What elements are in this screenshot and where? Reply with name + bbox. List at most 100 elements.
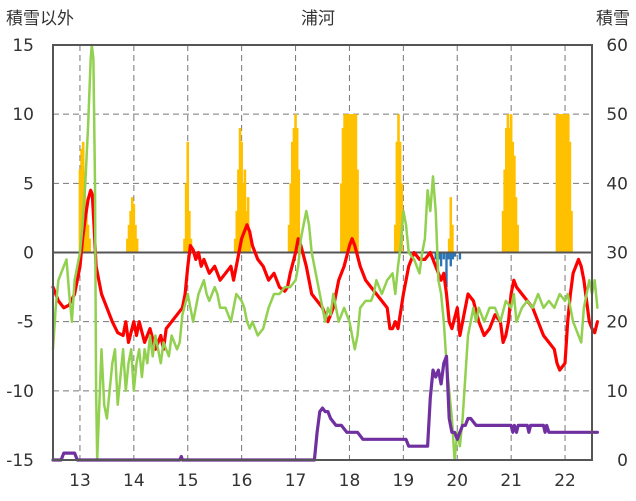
left-tick-label: 10 — [12, 105, 34, 125]
right-tick-label: 10 — [606, 382, 628, 402]
snow-bar — [348, 114, 351, 253]
snow-bar — [235, 211, 239, 253]
series-line-3 — [51, 354, 599, 462]
rain-bar — [442, 252, 445, 260]
snow-bar — [516, 224, 519, 253]
snow-bar — [243, 169, 247, 253]
snow-bar — [291, 141, 294, 253]
snow-bar — [349, 114, 353, 253]
snow-bar — [511, 141, 515, 253]
left-tick-label: 0 — [23, 244, 34, 264]
right-tick-label: 60 — [606, 36, 628, 56]
rain-bar — [439, 252, 443, 267]
snow-bar — [78, 169, 82, 253]
snow-bar — [514, 197, 518, 253]
snow-bar — [393, 224, 397, 253]
snow-bar — [398, 141, 402, 253]
snow-bar — [504, 128, 508, 253]
snow-bar — [130, 197, 134, 253]
snow-bar — [134, 224, 137, 253]
snow-bar — [395, 141, 399, 253]
snow-bar — [88, 238, 91, 253]
snow-bar — [287, 224, 291, 253]
x-tick-label: 15 — [177, 471, 199, 491]
snow-bar — [186, 141, 190, 253]
rain-bar — [434, 252, 437, 260]
snow-bar — [127, 224, 131, 253]
left-axis-label: 積雪以外 — [6, 9, 74, 29]
snow-bar — [294, 114, 297, 253]
snow-bar — [80, 148, 83, 253]
snow-bar — [447, 238, 451, 253]
series-line-1 — [51, 188, 599, 372]
snow-bar — [397, 114, 400, 253]
chart-title: 浦河 — [301, 9, 335, 29]
snow-bar — [340, 183, 343, 253]
snow-bar — [354, 114, 358, 253]
left-tick-label: 5 — [23, 174, 34, 194]
x-tick-label: 20 — [446, 471, 468, 491]
snow-bar — [344, 114, 348, 253]
snow-bar — [501, 211, 505, 253]
snow-bar — [509, 114, 513, 253]
snow-bar — [245, 211, 248, 253]
right-tick-label: 30 — [606, 244, 628, 264]
snow-bar — [188, 211, 191, 253]
snow-bar — [555, 114, 559, 253]
snow-bar — [563, 114, 567, 253]
x-tick-label: 14 — [123, 471, 145, 491]
snow-bar — [85, 211, 88, 253]
snow-bar — [503, 169, 506, 253]
rain-bar — [458, 252, 462, 260]
right-tick-label: 20 — [606, 313, 628, 333]
x-tick-label: 22 — [554, 471, 576, 491]
snow-bar — [343, 114, 346, 253]
snow-bar — [184, 183, 188, 253]
left-tick-label: -10 — [6, 382, 34, 402]
snow-bar — [289, 183, 292, 253]
snow-bar — [570, 211, 573, 253]
snow-bar — [558, 114, 562, 253]
snow-bar — [86, 224, 90, 253]
snow-bar — [508, 128, 511, 253]
rain-bar — [449, 252, 452, 267]
x-tick-label: 21 — [500, 471, 522, 491]
snow-bar — [135, 238, 139, 253]
rain-bar — [451, 252, 455, 260]
right-tick-label: 0 — [617, 451, 628, 471]
snow-bar — [126, 238, 129, 253]
rain-bar — [445, 252, 448, 288]
snow-bar — [233, 238, 237, 253]
rain-bar — [453, 252, 457, 257]
snow-bar — [297, 169, 301, 253]
left-tick-label: -5 — [17, 313, 34, 333]
snow-bar — [560, 114, 564, 253]
rain-bar — [447, 252, 450, 260]
x-tick-label: 17 — [285, 471, 307, 491]
x-tick-label: 19 — [393, 471, 415, 491]
right-tick-label: 50 — [606, 105, 628, 125]
snow-bar — [557, 114, 560, 253]
snow-bar — [241, 183, 245, 253]
snow-bar — [240, 141, 243, 253]
snow-bar — [248, 238, 252, 253]
snow-bar — [238, 128, 242, 253]
x-tick-label: 13 — [69, 471, 91, 491]
snow-bar — [292, 128, 296, 253]
x-tick-label: 18 — [339, 471, 361, 491]
snow-bar — [351, 114, 354, 253]
snow-bar — [356, 169, 359, 253]
snow-bar — [449, 197, 453, 253]
snow-bar — [129, 211, 132, 253]
left-tick-label: -15 — [6, 451, 34, 471]
snow-bar — [568, 141, 572, 253]
x-tick-label: 16 — [231, 471, 253, 491]
snow-bar — [565, 114, 568, 253]
snow-bar — [566, 114, 570, 253]
snow-bar — [346, 114, 350, 253]
series-line-2 — [51, 43, 599, 462]
snow-bar — [132, 204, 136, 253]
snow-bar — [295, 128, 299, 253]
snow-bar — [353, 114, 356, 253]
plot-frame — [52, 44, 593, 461]
